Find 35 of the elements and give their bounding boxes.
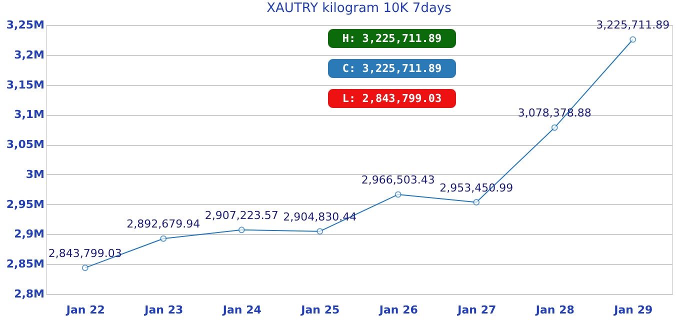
x-tick-label: Jan 29 (613, 304, 653, 316)
x-tick-label: Jan 25 (300, 304, 340, 316)
y-tick-label: 3,1M (14, 108, 44, 122)
text: 3,225,711.89 (596, 18, 670, 32)
text: 2,892,679.94 (126, 218, 200, 231)
point (160, 235, 167, 242)
y-tick-label: 3,05M (6, 138, 44, 152)
y-tick-label: 2,95M (6, 198, 44, 211)
chart-title: XAUTRY kilogram 10K 7days (266, 1, 452, 16)
y-tick-label: 3,15M (6, 78, 44, 92)
x-tick-label: Jan 24 (222, 304, 262, 316)
x-tick-label: Jan 27 (456, 304, 496, 316)
point (316, 228, 324, 235)
annotation: C: 3,225,711.89 (342, 62, 442, 75)
point (82, 264, 88, 272)
y-tick-label: 3M (26, 168, 44, 181)
x-tick-label: Jan 23 (144, 304, 184, 316)
point (551, 124, 558, 131)
y-tick-label: 3,25M (6, 18, 44, 32)
x-tick-label: Jan 28 (534, 304, 574, 316)
point (630, 36, 636, 43)
y-tick-label: 2,9M (14, 228, 44, 241)
point (238, 226, 245, 234)
text: 2,843,799.03 (48, 246, 122, 260)
point (473, 199, 480, 206)
y-tick-label: 2,8M (14, 288, 44, 300)
point (394, 191, 402, 198)
x-tick-label: Jan 26 (378, 304, 418, 316)
y-tick-label: 2,85M (6, 258, 44, 271)
text: 2,966,503.43 (361, 173, 435, 186)
y-tick-label: 3,2M (14, 48, 44, 62)
text: 2,907,223.57 (204, 208, 278, 222)
annotation: H: 3,225,711.89 (342, 32, 442, 45)
annotation: L: 2,843,799.03 (342, 92, 442, 105)
x-tick-label: Jan 22 (65, 304, 105, 316)
